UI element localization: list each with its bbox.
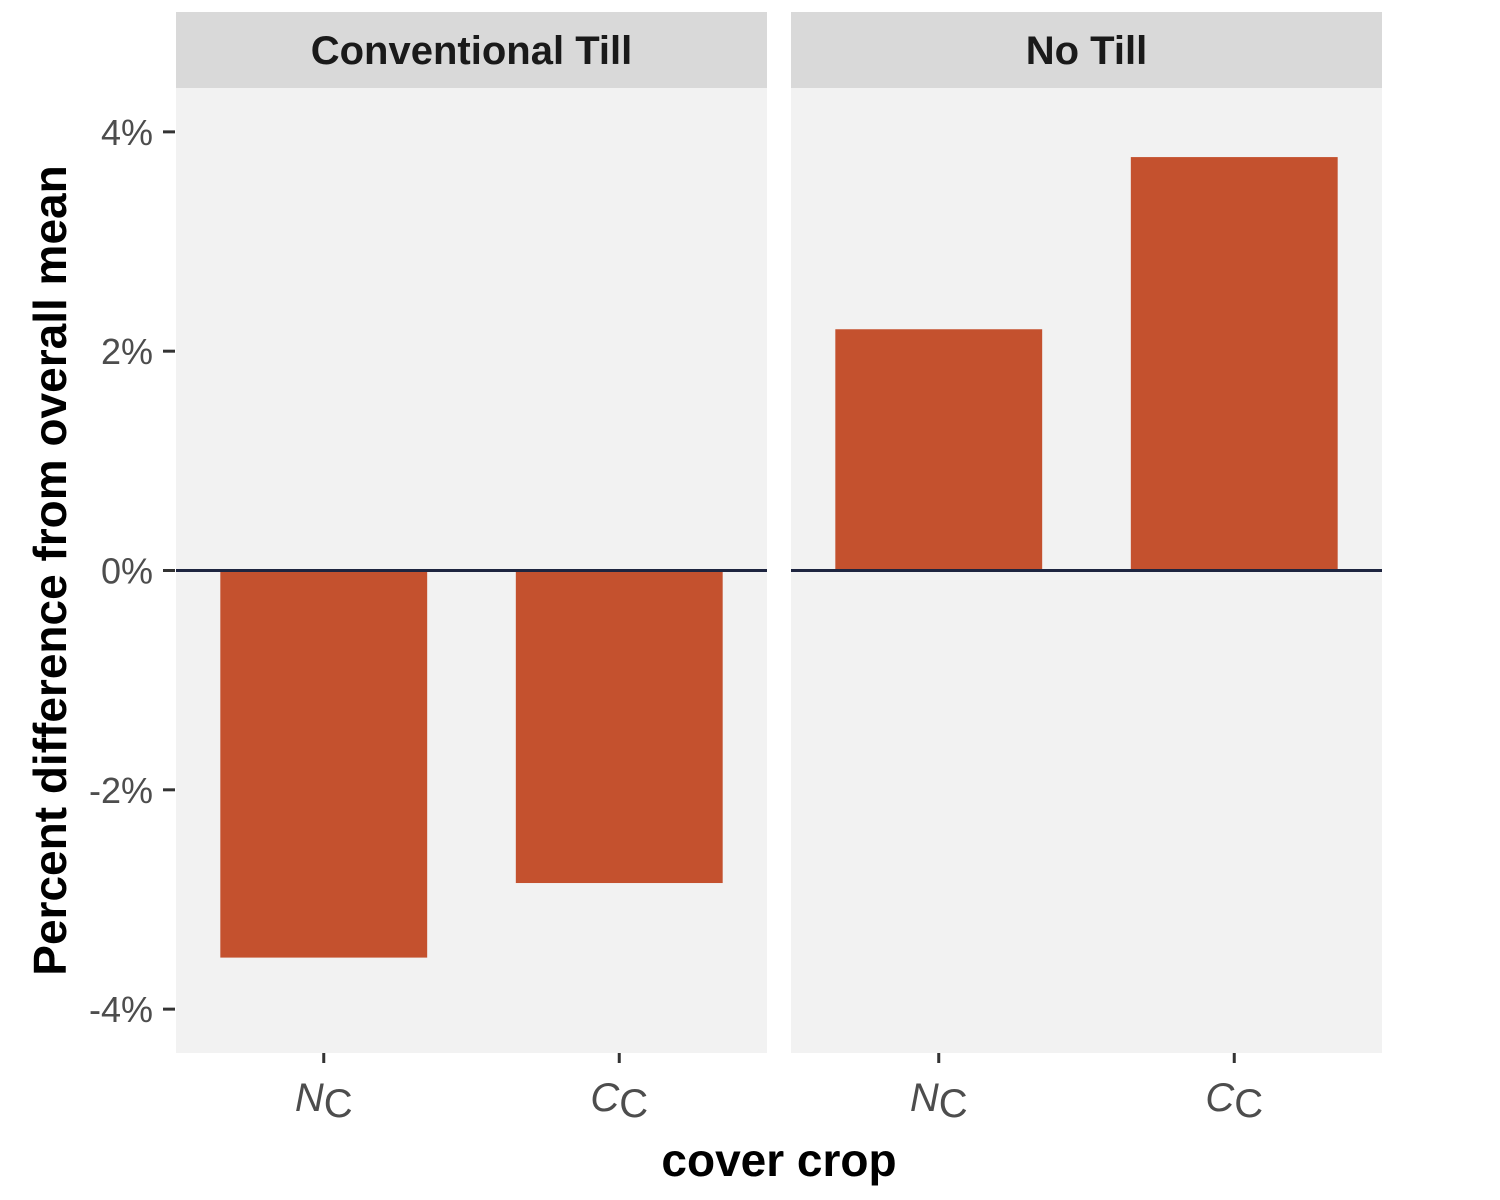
y-axis: -4% -2% 0% 2% 4% bbox=[89, 112, 175, 1030]
facet-strip bbox=[176, 12, 767, 88]
y-tick-label: 4% bbox=[101, 112, 153, 153]
chart-panels: Conventional Till NC CC No Till NC CC bbox=[176, 12, 1382, 1126]
x-tick-label: NC bbox=[910, 1076, 968, 1126]
x-tick-label: NC bbox=[295, 1076, 353, 1126]
bar-no-till-1 bbox=[835, 329, 1043, 571]
bar-conventional-till-2 bbox=[515, 570, 723, 884]
facet-panel-2: No Till NC CC bbox=[791, 12, 1382, 1126]
x-tick-label: CC bbox=[1205, 1076, 1263, 1126]
y-axis-title: Percent difference from overall mean bbox=[24, 165, 76, 975]
y-tick-label: -2% bbox=[89, 770, 153, 811]
y-tick-label: 0% bbox=[101, 551, 153, 592]
facet-strip-label: No Till bbox=[1026, 29, 1147, 73]
x-axis-title: cover crop bbox=[661, 1134, 896, 1186]
y-tick-label: 2% bbox=[101, 331, 153, 372]
facet-strip bbox=[791, 12, 1382, 88]
facet-strip-label: Conventional Till bbox=[311, 29, 633, 73]
bar-conventional-till-1 bbox=[220, 570, 428, 958]
x-tick-label: CC bbox=[590, 1076, 648, 1126]
facet-panel-1: Conventional Till NC CC bbox=[176, 12, 767, 1126]
y-tick-label: -4% bbox=[89, 989, 153, 1030]
bar-no-till-2 bbox=[1130, 157, 1338, 571]
